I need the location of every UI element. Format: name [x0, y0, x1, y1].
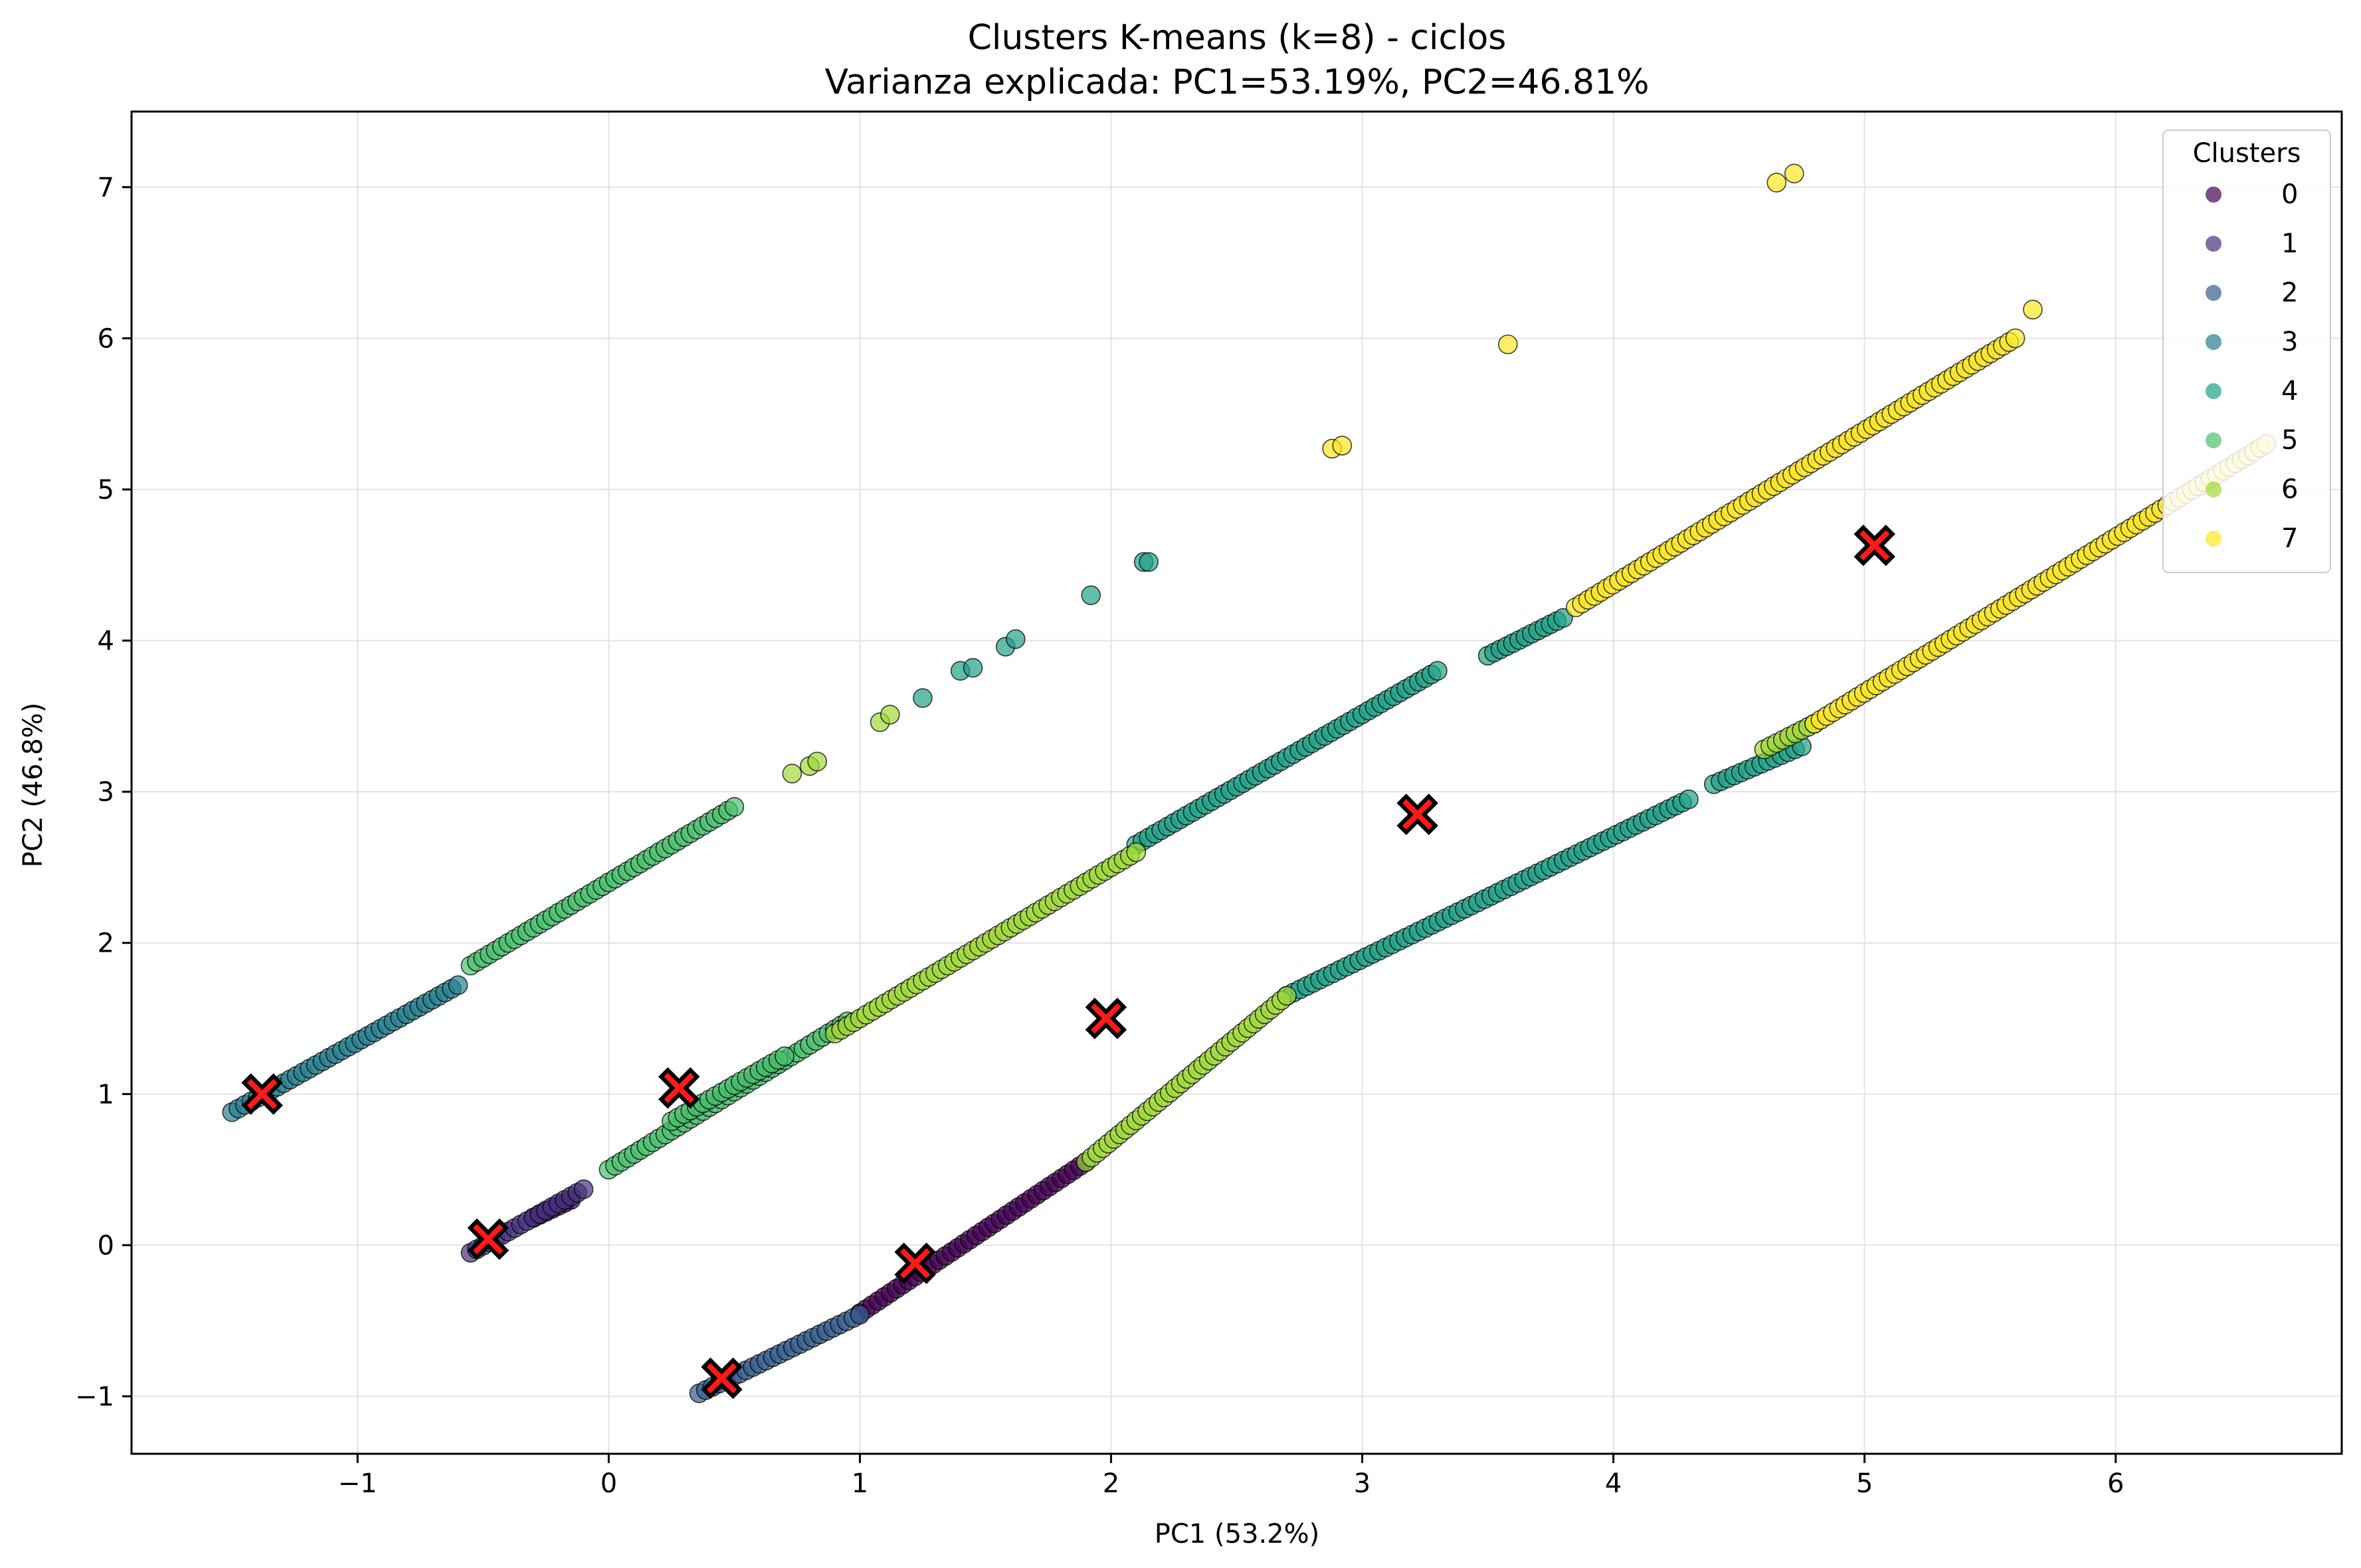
x-axis-label: PC1 (53.2%): [1155, 1519, 1320, 1549]
chart-subtitle: Varianza explicada: PC1=53.19%, PC2=46.8…: [824, 62, 1649, 102]
x-tick-label: −1: [338, 1468, 377, 1499]
axes: −1 0 1 2 3 4 5 6 −1 0 1 2 3 4 5 6 7: [75, 110, 2343, 1499]
legend-box: [2162, 130, 2331, 573]
data-point: [1428, 661, 1448, 681]
legend-marker: [2206, 285, 2221, 301]
legend-label: 0: [2281, 179, 2298, 210]
legend-marker: [2206, 531, 2221, 547]
centroid-marker: [701, 1357, 743, 1399]
legend-label: 1: [2281, 228, 2298, 259]
data-point: [850, 1304, 870, 1325]
legend-label: 2: [2281, 278, 2298, 308]
y-tick-label: 7: [98, 173, 114, 203]
data-point: [2023, 300, 2043, 319]
legend-marker: [2206, 432, 2221, 448]
y-tick-label: 6: [98, 323, 114, 354]
y-tick-label: 5: [98, 475, 114, 505]
y-tick-label: 2: [98, 928, 114, 959]
x-tick-label: 3: [1354, 1468, 1370, 1499]
centroid-marker: [1085, 998, 1127, 1039]
x-tick-label: 6: [2107, 1468, 2124, 1499]
y-tick-label: 3: [98, 777, 114, 808]
data-point: [1553, 608, 1573, 628]
y-tick-label: 1: [98, 1079, 114, 1110]
y-tick-label: 4: [98, 626, 114, 657]
legend-marker: [2206, 334, 2221, 350]
legend-marker: [2206, 236, 2221, 252]
legend-marker: [2206, 383, 2221, 399]
centroid-marker: [1853, 524, 1896, 566]
data-point: [880, 705, 900, 725]
data-point: [573, 1179, 594, 1199]
data-point: [1139, 552, 1159, 572]
data-point: [1006, 629, 1026, 650]
data-point: [1081, 585, 1101, 606]
centroid-marker: [658, 1067, 700, 1109]
centroid-marker: [894, 1242, 936, 1284]
x-tick-label: 5: [1856, 1468, 1873, 1499]
y-tick-label: −1: [75, 1382, 114, 1413]
data-point: [913, 688, 933, 708]
legend-label: 6: [2281, 474, 2298, 505]
data-point: [1766, 173, 1787, 193]
data-point: [1498, 334, 1518, 355]
data-point: [724, 797, 745, 817]
chart-title: Clusters K-means (k=8) - ciclos: [968, 18, 1507, 58]
x-tick-label: 2: [1103, 1468, 1119, 1499]
data-point: [963, 657, 983, 678]
plot-frame: [130, 110, 2343, 1455]
data-point: [1679, 789, 1699, 810]
legend-label: 5: [2281, 425, 2298, 456]
legend-title: Clusters: [2193, 138, 2301, 169]
data-point: [2005, 328, 2026, 349]
legend-label: 3: [2281, 327, 2298, 357]
x-tick-label: 1: [852, 1468, 868, 1499]
data-point: [1277, 986, 1297, 1006]
legend-marker: [2206, 187, 2221, 203]
data-point: [807, 751, 827, 772]
data-point: [1126, 842, 1147, 862]
legend: Clusters 0 1 2 3 4 5 6 7: [2162, 130, 2331, 573]
data-point: [782, 764, 803, 784]
y-axis-label: PC2 (46.8%): [18, 703, 48, 868]
legend-marker: [2206, 481, 2221, 497]
data-point: [448, 975, 468, 996]
centroid-marker: [467, 1218, 510, 1261]
data-point: [1784, 163, 1804, 184]
centroid-marker: [1396, 794, 1438, 835]
centroids: [241, 524, 1896, 1399]
x-tick-label: 4: [1605, 1468, 1622, 1499]
legend-label: 4: [2281, 376, 2298, 406]
centroid-marker: [241, 1073, 283, 1115]
data-point: [775, 1046, 795, 1067]
legend-label: 7: [2281, 523, 2298, 554]
y-tick-label: 0: [98, 1231, 114, 1261]
x-tick-label: 0: [601, 1468, 617, 1499]
data-point: [1332, 436, 1353, 456]
